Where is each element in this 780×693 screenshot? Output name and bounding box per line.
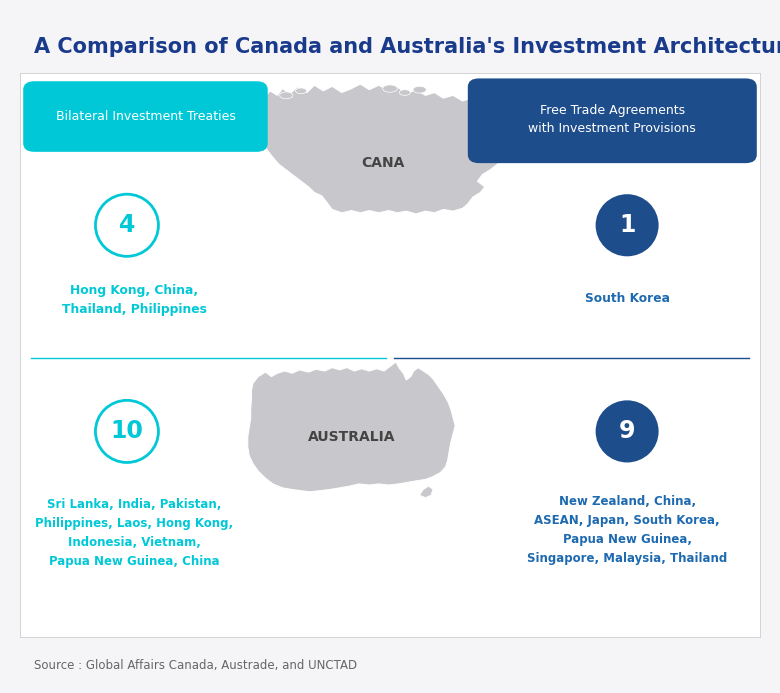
Ellipse shape [399, 89, 410, 96]
Text: AUSTRALIA: AUSTRALIA [308, 430, 395, 444]
Text: New Zealand, China,
ASEAN, Japan, South Korea,
Papua New Guinea,
Singapore, Mala: New Zealand, China, ASEAN, Japan, South … [527, 495, 727, 565]
Text: South Korea: South Korea [585, 292, 669, 305]
Text: 1: 1 [619, 213, 635, 237]
Ellipse shape [596, 401, 658, 462]
Text: 9: 9 [619, 419, 636, 444]
Polygon shape [248, 362, 456, 492]
Text: Bilateral Investment Treaties: Bilateral Investment Treaties [55, 110, 236, 123]
Ellipse shape [296, 88, 307, 94]
FancyBboxPatch shape [20, 73, 760, 638]
Ellipse shape [382, 85, 398, 92]
FancyBboxPatch shape [23, 81, 268, 152]
Text: 4: 4 [119, 213, 135, 237]
Text: Source : Global Affairs Canada, Austrade, and UNCTAD: Source : Global Affairs Canada, Austrade… [34, 659, 357, 672]
Text: Free Trade Agreements
with Investment Provisions: Free Trade Agreements with Investment Pr… [528, 103, 697, 134]
Ellipse shape [279, 92, 293, 98]
FancyBboxPatch shape [468, 78, 757, 163]
Text: Sri Lanka, India, Pakistan,
Philippines, Laos, Hong Kong,
Indonesia, Vietnam,
Pa: Sri Lanka, India, Pakistan, Philippines,… [35, 498, 233, 568]
Polygon shape [255, 84, 502, 214]
Text: 10: 10 [111, 419, 144, 444]
Text: CANA: CANA [361, 156, 404, 170]
Polygon shape [420, 486, 433, 498]
Text: Hong Kong, China,
Thailand, Philippines: Hong Kong, China, Thailand, Philippines [62, 284, 207, 316]
Ellipse shape [413, 87, 427, 93]
Ellipse shape [596, 194, 658, 256]
Text: A Comparison of Canada and Australia's Investment Architecture: A Comparison of Canada and Australia's I… [34, 37, 780, 57]
